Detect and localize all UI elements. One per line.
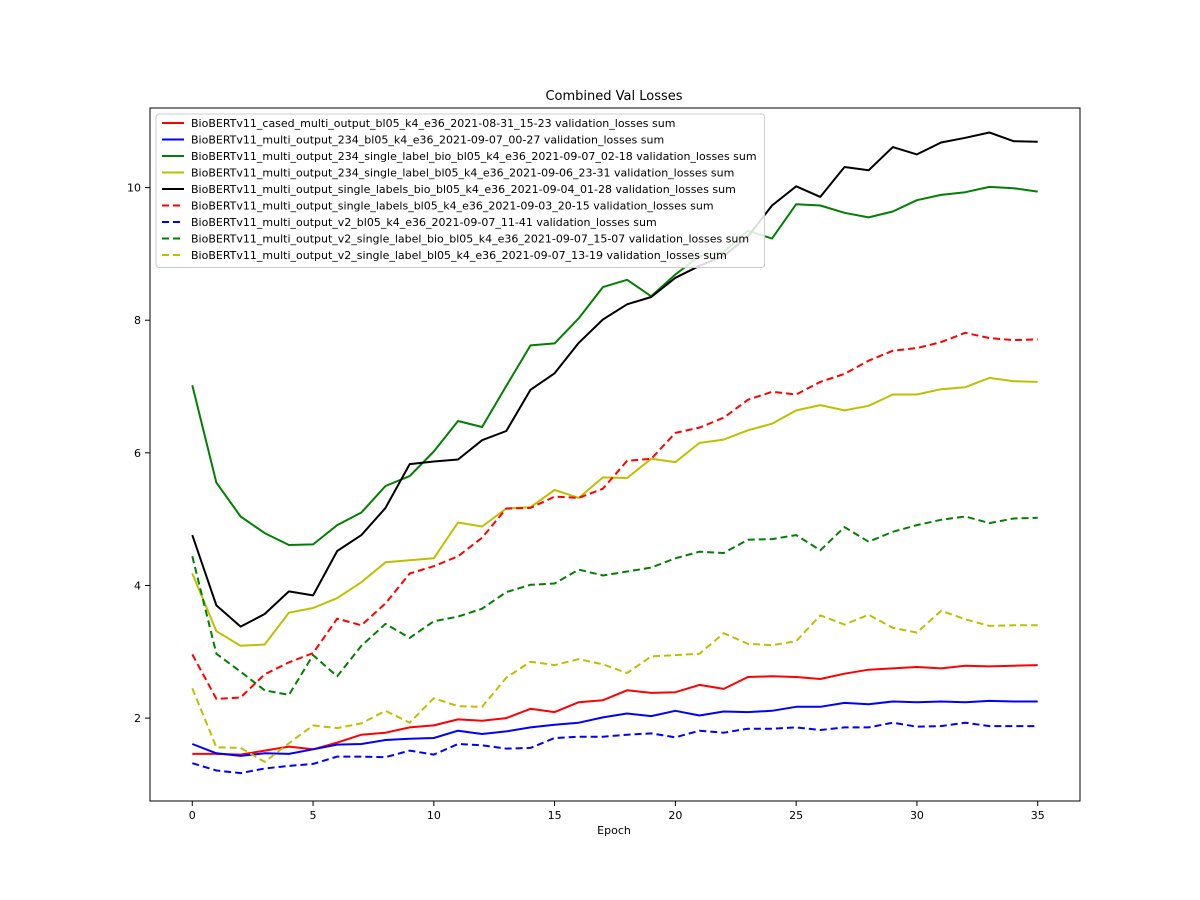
- series-line-8: [191, 515, 1038, 696]
- x-tick-label: 0: [189, 809, 196, 822]
- series-line-3: [191, 185, 1038, 546]
- x-axis-label: Epoch: [597, 824, 631, 837]
- legend-label: BioBERTv11_multi_output_single_labels_bi…: [191, 183, 736, 196]
- y-tick-label: 10: [127, 182, 141, 195]
- x-tick-label: 20: [668, 809, 682, 822]
- legend-box: [155, 113, 766, 268]
- x-tick-label: 10: [427, 809, 441, 822]
- x-tick-label: 5: [310, 809, 317, 822]
- y-tick-label: 8: [134, 314, 141, 327]
- x-tick-label: 30: [910, 809, 924, 822]
- y-tick-label: 4: [134, 579, 141, 592]
- series-line-7: [192, 721, 1038, 775]
- x-tick-label: 15: [548, 809, 562, 822]
- legend-label: BioBERTv11_multi_output_v2_single_label_…: [191, 233, 749, 246]
- series-line-1: [192, 664, 1038, 756]
- chart-title: Combined Val Losses: [545, 89, 682, 104]
- legend-label: BioBERTv11_multi_output_v2_single_label_…: [191, 249, 727, 262]
- legend-label: BioBERTv11_multi_output_234_single_label…: [191, 167, 734, 180]
- legend-label: BioBERTv11_multi_output_234_bl05_k4_e36_…: [191, 134, 664, 147]
- series-layer: [191, 131, 1038, 775]
- legend-label: BioBERTv11_multi_output_v2_bl05_k4_e36_2…: [191, 216, 657, 229]
- y-tick-label: 6: [134, 447, 141, 460]
- series-line-5: [191, 131, 1038, 628]
- x-tick-label: 35: [1031, 809, 1045, 822]
- series-line-2: [191, 699, 1038, 757]
- y-tick-label: 2: [134, 712, 141, 725]
- plot-frame: [149, 107, 1081, 802]
- series-line-9: [191, 609, 1038, 763]
- x-axis: 0 5 10 15 20 25 30 35: [189, 801, 1045, 822]
- legend-label: BioBERTv11_multi_output_single_labels_bl…: [191, 200, 714, 213]
- legend: BioBERTv11_cased_multi_output_bl05_k4_e3…: [155, 113, 766, 268]
- y-axis: 2 4 6 8 10: [127, 182, 150, 725]
- series-line-4: [191, 376, 1038, 647]
- legend-label: BioBERTv11_cased_multi_output_bl05_k4_e3…: [191, 117, 675, 130]
- x-tick-label: 25: [789, 809, 803, 822]
- legend-label: BioBERTv11_multi_output_234_single_label…: [191, 150, 757, 163]
